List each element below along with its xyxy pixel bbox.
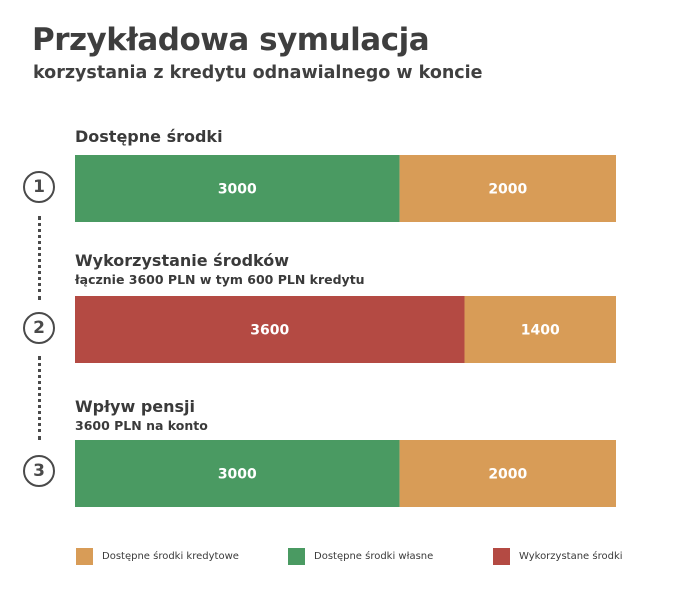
bar-1-segment-2 <box>399 155 616 222</box>
legend-label-used: Wykorzystane środki <box>519 550 623 562</box>
legend-label-credit: Dostępne środki kredytowe <box>102 550 239 562</box>
step-1-badge: 1 <box>23 171 55 203</box>
bar-2-segment-1-label: 3600 <box>250 323 289 339</box>
step-2-badge: 2 <box>23 312 55 344</box>
bar-2-segment-2 <box>464 296 616 363</box>
bar-2-segment-2-label: 1400 <box>521 323 560 339</box>
bar-1-segment-1 <box>75 155 400 222</box>
chart-title: Przykładowa symulacja <box>32 22 430 58</box>
step-connector-2-3 <box>38 356 41 440</box>
chart-subtitle: korzystania z kredytu odnawialnego w kon… <box>33 63 483 83</box>
legend-item-used: Wykorzystane środki <box>493 547 623 565</box>
step-2-sublabel: łącznie 3600 PLN w tym 600 PLN kredytu <box>75 272 365 287</box>
bar-3-segment-2 <box>399 440 616 507</box>
bar-3-segment-1-label: 3000 <box>218 467 257 483</box>
step-3-sublabel: 3600 PLN na konto <box>75 418 208 433</box>
legend-swatch-credit <box>76 547 93 565</box>
bar-1-segment-2-label: 2000 <box>488 182 527 198</box>
legend-label-own: Dostępne środki własne <box>314 550 434 562</box>
step-connector-1-2 <box>38 216 41 300</box>
step-2-label: Wykorzystanie środków <box>75 251 290 270</box>
legend-item-credit: Dostępne środki kredytowe <box>76 547 239 565</box>
bar-3-segment-1 <box>75 440 400 507</box>
step-3-label: Wpływ pensji <box>75 397 196 416</box>
bar-2-segment-1 <box>75 296 465 363</box>
step-1-label: Dostępne środki <box>75 127 223 146</box>
bar-3-segment-2-label: 2000 <box>488 467 527 483</box>
legend-item-own: Dostępne środki własne <box>288 547 433 565</box>
legend-swatch-own <box>288 547 305 565</box>
step-3-badge: 3 <box>23 455 55 487</box>
bar-1-segment-1-label: 3000 <box>218 182 257 198</box>
legend-swatch-used <box>493 547 510 565</box>
